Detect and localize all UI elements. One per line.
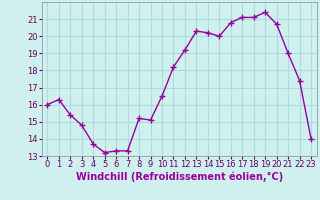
- X-axis label: Windchill (Refroidissement éolien,°C): Windchill (Refroidissement éolien,°C): [76, 172, 283, 182]
